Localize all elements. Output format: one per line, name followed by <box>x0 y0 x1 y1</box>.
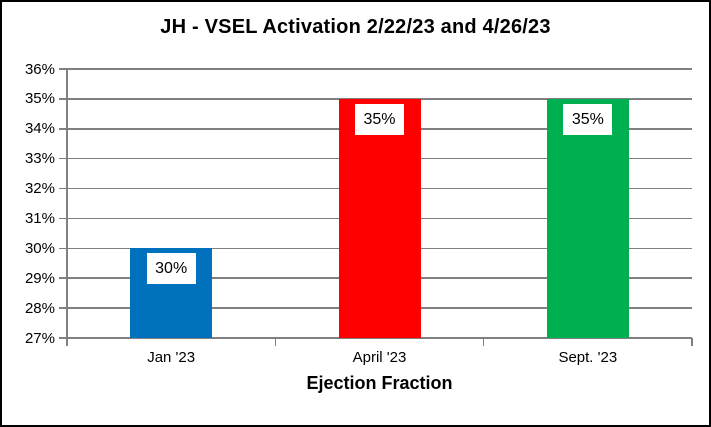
y-axis-tick <box>59 217 67 220</box>
x-axis-category-label-april-23: April '23 <box>352 349 407 366</box>
y-axis-tick-label: 33% <box>24 150 55 168</box>
bar-april-23 <box>338 98 421 338</box>
x-axis-tick <box>482 338 485 346</box>
y-axis-tick <box>59 98 67 100</box>
y-axis-tick <box>59 337 67 339</box>
x-axis-tick <box>66 338 68 346</box>
x-axis-category-label-jan-23: Jan '23 <box>147 349 196 366</box>
x-axis-title: Ejection Fraction <box>306 373 453 393</box>
y-axis-tick <box>59 247 67 250</box>
y-axis-tick <box>59 128 67 130</box>
y-axis-tick-label: 28% <box>24 299 55 317</box>
data-label-jan-23: 30% <box>146 253 196 285</box>
y-axis-tick <box>59 187 67 190</box>
y-axis-tick-label: 27% <box>24 329 55 347</box>
y-axis-line <box>66 69 68 346</box>
y-axis-tick-label: 34% <box>24 120 55 138</box>
x-axis-category-label-sept-23: Sept. '23 <box>558 349 618 366</box>
y-axis-tick <box>59 68 67 70</box>
data-label-april-23: 35% <box>355 103 404 135</box>
y-axis-tick <box>59 157 67 160</box>
x-axis-tick <box>274 338 277 346</box>
y-axis-tick-label: 32% <box>24 180 55 198</box>
x-axis-tick <box>691 338 693 346</box>
bar-sept-23 <box>546 98 629 338</box>
y-axis-tick-label: 31% <box>24 209 55 227</box>
y-axis-tick-label: 35% <box>24 90 55 108</box>
gridline <box>67 337 692 339</box>
y-axis-tick-label: 29% <box>24 269 55 287</box>
y-axis-tick-label: 36% <box>24 60 55 78</box>
y-axis-tick-label: 30% <box>24 239 55 257</box>
y-axis-tick <box>59 307 67 309</box>
chart-title: JH - VSEL Activation 2/22/23 and 4/26/23 <box>160 16 551 38</box>
y-axis-tick <box>59 277 67 279</box>
data-label-sept-23: 35% <box>563 103 613 135</box>
gridline <box>67 68 692 70</box>
